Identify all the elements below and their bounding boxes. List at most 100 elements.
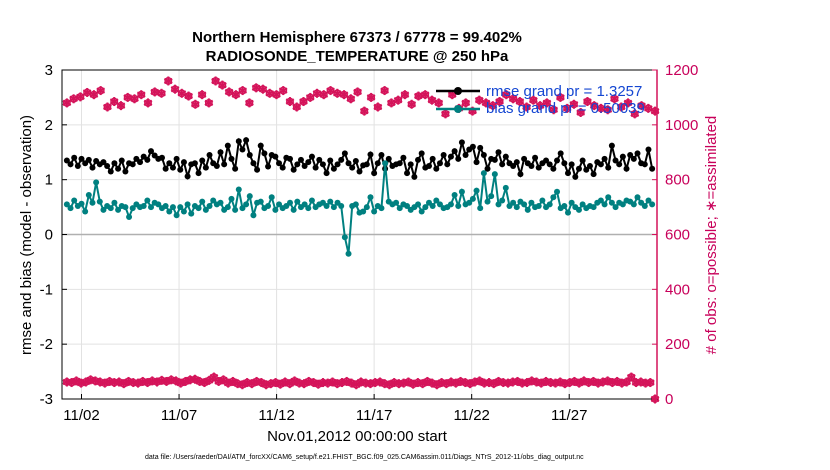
rmse-point: [521, 155, 528, 162]
rmse-point: [173, 155, 180, 162]
bias-point: [513, 204, 520, 211]
bias-point: [129, 205, 136, 212]
legend-rmse-text: rmse grand pr = 1.3257: [486, 83, 642, 100]
rmse-point: [451, 148, 458, 155]
y-right-tick-label: 1200: [665, 62, 698, 79]
rmse-point: [371, 170, 378, 177]
rmse-point: [213, 162, 220, 169]
bias-point: [546, 201, 553, 208]
obs-upper-point: [441, 109, 450, 119]
rmse-point: [455, 155, 462, 162]
obs-upper-point: [76, 92, 85, 102]
rmse-point: [319, 161, 326, 168]
series-obs-lower: [62, 372, 660, 404]
y-tick-label: -2: [40, 336, 53, 353]
y-tick-label: 1: [45, 172, 53, 189]
rmse-point: [404, 170, 411, 177]
rmse-point: [444, 161, 451, 168]
obs-upper-point: [359, 106, 369, 116]
y-ticks-right: 0 200 400 600 800 1000 1200: [652, 62, 698, 408]
rmse-point: [239, 146, 246, 153]
obs-upper-point: [89, 90, 99, 100]
obs-upper-point: [292, 102, 302, 112]
rmse-point: [166, 160, 173, 167]
rmse-point: [316, 156, 323, 163]
rmse-point: [352, 158, 359, 165]
bias-point: [447, 201, 454, 208]
rmse-point: [484, 165, 491, 172]
bias-point: [290, 206, 297, 213]
footnote: data file: /Users/raeder/DAI/ATM_forcXX/…: [145, 454, 584, 461]
obs-upper-point: [265, 88, 275, 98]
rmse-point: [532, 154, 539, 161]
y-right-tick-label: 400: [665, 281, 690, 298]
bias-point: [301, 201, 308, 208]
rmse-point: [385, 155, 392, 162]
rmse-point: [327, 157, 334, 164]
obs-upper-point: [386, 98, 396, 108]
bias-point: [330, 204, 337, 211]
bias-point: [510, 199, 517, 206]
obs-upper-point: [380, 86, 390, 96]
rmse-point: [572, 173, 579, 180]
rmse-point: [619, 153, 626, 160]
bias-point: [210, 197, 217, 204]
obs-upper-point: [434, 98, 444, 108]
rmse-point: [378, 151, 385, 158]
bias-point: [579, 201, 586, 208]
rmse-point: [415, 156, 422, 163]
chart-subtitle: RADIOSONDE_TEMPERATURE @ 250 hPa: [206, 48, 509, 65]
obs-upper-point: [643, 103, 653, 113]
bias-point: [634, 194, 641, 201]
bias-point: [327, 198, 334, 205]
x-axis-label: Nov.01,2012 00:00:00 start: [267, 428, 448, 445]
rmse-point: [195, 170, 202, 177]
rmse-point: [601, 155, 608, 162]
rmse-point: [367, 151, 374, 158]
obs-upper-point: [353, 87, 362, 97]
bias-point: [528, 199, 535, 206]
obs-upper-point: [278, 86, 288, 96]
bias-point: [608, 199, 615, 206]
obs-upper-point: [420, 90, 430, 100]
rmse-point: [554, 157, 561, 164]
obs-upper-point: [603, 105, 613, 115]
bias-point: [568, 199, 575, 206]
obs-upper-point: [163, 76, 173, 86]
rmse-point: [254, 166, 261, 173]
bias-point: [107, 205, 114, 212]
bias-point: [422, 204, 429, 211]
bias-point: [436, 201, 443, 208]
y-tick-label: -1: [40, 281, 53, 298]
rmse-point: [243, 137, 250, 144]
bias-point: [239, 205, 246, 212]
rmse-point: [224, 142, 231, 149]
x-tick-label: 11/17: [356, 407, 392, 424]
obs-upper-point: [400, 90, 410, 100]
bias-point: [199, 198, 206, 205]
rmse-point: [144, 156, 151, 163]
bias-point: [645, 197, 652, 204]
obs-upper-point: [461, 98, 471, 108]
rmse-point: [330, 165, 337, 172]
x-ticks: 11/02 11/07 11/12 11/17 11/22 11/27: [63, 394, 587, 424]
rmse-point: [543, 157, 550, 164]
obs-upper-point: [130, 94, 139, 104]
bias-point: [294, 198, 301, 205]
rmse-point: [630, 155, 637, 162]
rmse-point: [480, 151, 487, 158]
bias-point: [367, 194, 374, 201]
rmse-point: [436, 160, 443, 167]
bias-point: [561, 202, 568, 209]
obs-upper-point: [562, 103, 572, 113]
bias-point: [235, 186, 242, 193]
bias-point: [371, 208, 378, 215]
bias-point: [268, 194, 275, 201]
bias-point: [206, 202, 213, 209]
bias-point: [85, 192, 92, 199]
rmse-point: [363, 161, 370, 168]
y-right-tick-label: 1000: [665, 117, 698, 134]
obs-upper-point: [62, 98, 72, 108]
rmse-point: [634, 150, 641, 157]
